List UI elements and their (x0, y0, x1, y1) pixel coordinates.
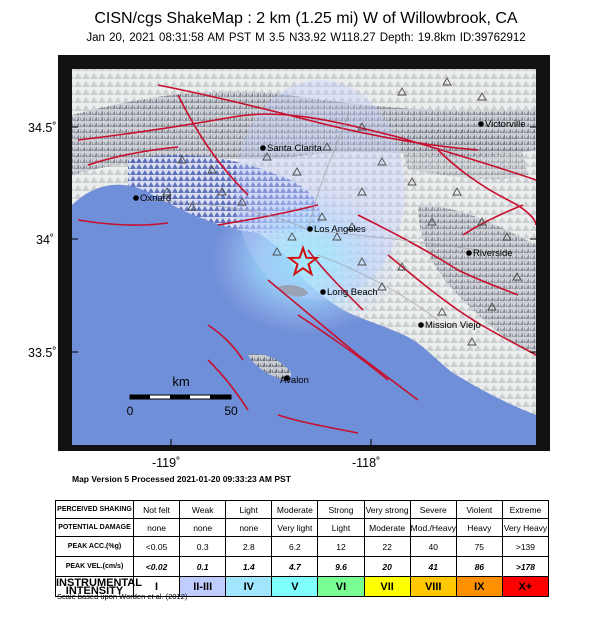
city-dot-avalon (284, 375, 290, 381)
scale-cell-acc: 75 (455, 536, 503, 557)
scale-cell-shaking: Light (225, 500, 273, 519)
scale-cell-acc: 6.2 (271, 536, 319, 557)
damage-row: POTENTIAL DAMAGE none none none Very light L… (55, 518, 550, 537)
scale-cell-mmi: VII (363, 576, 411, 597)
vel-row: PEAK VEL.(cm/s) <0.02 0.1 1.4 4.7 9.6 20 41 86 >… (55, 556, 550, 577)
map-canvas: Victorville Santa Clarita Oxnard Los Ang… (58, 55, 550, 451)
city-dot-long-beach (320, 289, 326, 295)
shaking-area (235, 80, 405, 300)
scale-bar-end: 50 (224, 404, 238, 418)
row-header: PERCEIVED SHAKING (55, 500, 134, 519)
scale-cell-shaking: Strong (317, 500, 365, 519)
intensity-row: INSTRUMENTAL INTENSITY I II-III IV V VI VII VI… (55, 576, 550, 597)
island (278, 285, 308, 297)
scale-cell-vel: 86 (455, 556, 503, 577)
scale-cell-damage: none (179, 518, 227, 537)
event-details: Jan 20, 2021 08:31:58 AM PST M 3.5 N33.9… (86, 32, 526, 44)
row-header: INSTRUMENTAL INTENSITY (55, 576, 142, 597)
shaking-area (211, 185, 401, 335)
lat-label: 34˚ (36, 233, 55, 247)
station-markers (162, 77, 522, 346)
city-markers (133, 121, 484, 381)
scale-cell-damage: Light (317, 518, 365, 537)
city-dot-los-angeles (307, 226, 313, 232)
city-label-avalon: Avalon (280, 375, 309, 386)
scale-cell-acc: 40 (409, 536, 457, 557)
city-label-riverside: Riverside (473, 248, 513, 259)
scale-cell-mmi: V (271, 576, 319, 597)
city-label-santa-clarita: Santa Clarita (267, 143, 323, 154)
scale-footnote: Scale based upon Worden et al. (2012) (57, 592, 188, 601)
scale-cell-vel: 20 (363, 556, 411, 577)
roads (147, 114, 479, 321)
city-dot-riverside (466, 250, 472, 256)
mountain-range (418, 205, 536, 355)
scale-cell-vel: >178 (501, 556, 550, 577)
scale-cell-mmi: IV (225, 576, 273, 597)
scale-cell-damage: Heavy (455, 518, 503, 537)
scale-bar-unit: km (172, 374, 189, 389)
scale-cell-mmi: X+ (501, 576, 550, 597)
scale-cell-acc: 0.3 (179, 536, 227, 557)
city-dot-oxnard (133, 195, 139, 201)
city-dot-victorville (478, 121, 484, 127)
epicenter-star-icon (286, 244, 320, 277)
scale-bar: km 0 50 (127, 374, 238, 418)
scale-cell-mmi: I (132, 576, 181, 597)
lon-label: -118˚ (352, 456, 381, 470)
intensity-scale-table: PERCEIVED SHAKING Not felt Weak Light Moder… (55, 500, 550, 597)
city-label-long-beach: Long Beach (327, 287, 378, 298)
map-version: Map Version 5 Processed 2021-01-20 09:33… (72, 474, 291, 484)
scale-cell-shaking: Extreme (501, 500, 550, 519)
shakemap-map: Victorville Santa Clarita Oxnard Los Ang… (58, 55, 550, 451)
scale-cell-mmi: II-III (179, 576, 227, 597)
scale-cell-damage: Very Heavy (501, 518, 550, 537)
scale-cell-shaking: Violent (455, 500, 503, 519)
city-label-oxnard: Oxnard (140, 193, 171, 204)
scale-cell-shaking: Not felt (132, 500, 181, 519)
scale-cell-damage: Mod./Heavy (409, 518, 457, 537)
scale-cell-vel: 0.1 (179, 556, 227, 577)
scale-cell-acc: 12 (317, 536, 365, 557)
acc-row: PEAK ACC.(%g) <0.05 0.3 2.8 6.2 12 22 40 75 >139 (55, 536, 550, 557)
scale-cell-damage: none (132, 518, 181, 537)
scale-cell-damage: Moderate (363, 518, 411, 537)
row-header: PEAK VEL.(cm/s) (55, 556, 134, 577)
island (248, 354, 292, 380)
city-dot-santa-clarita (260, 145, 266, 151)
lon-label: -119˚ (152, 456, 181, 470)
scale-bar-start: 0 (127, 404, 134, 418)
scale-cell-mmi: IX (455, 576, 503, 597)
row-header: POTENTIAL DAMAGE (55, 518, 134, 537)
scale-cell-vel: 4.7 (271, 556, 319, 577)
map-title: CISN/cgs ShakeMap : 2 km (1.25 mi) W of … (94, 10, 518, 27)
scale-cell-acc: 2.8 (225, 536, 273, 557)
lat-label: 34.5˚ (28, 121, 57, 135)
scale-cell-acc: <0.05 (132, 536, 181, 557)
scale-cell-vel: <0.02 (132, 556, 181, 577)
scale-cell-damage: Very light (271, 518, 319, 537)
city-dot-mission-viejo (418, 322, 424, 328)
city-label-mission-viejo: Mission Viejo (425, 320, 481, 331)
scale-cell-vel: 41 (409, 556, 457, 577)
shaking-row: PERCEIVED SHAKING Not felt Weak Light Moder… (55, 500, 550, 519)
scale-cell-damage: none (225, 518, 273, 537)
lat-label: 33.5˚ (28, 346, 57, 360)
scale-cell-acc: 22 (363, 536, 411, 557)
scale-cell-mmi: VI (317, 576, 365, 597)
scale-cell-shaking: Severe (409, 500, 457, 519)
scale-cell-vel: 1.4 (225, 556, 273, 577)
scale-cell-shaking: Very strong (363, 500, 411, 519)
scale-cell-vel: 9.6 (317, 556, 365, 577)
scale-cell-shaking: Weak (179, 500, 227, 519)
scale-cell-mmi: VIII (409, 576, 457, 597)
city-label-los-angeles: Los Angeles (314, 224, 366, 235)
row-header: PEAK ACC.(%g) (55, 536, 134, 557)
city-label-victorville: Victorville (485, 119, 525, 130)
scale-cell-acc: >139 (501, 536, 550, 557)
scale-cell-shaking: Moderate (271, 500, 319, 519)
fault-lines (77, 84, 536, 434)
